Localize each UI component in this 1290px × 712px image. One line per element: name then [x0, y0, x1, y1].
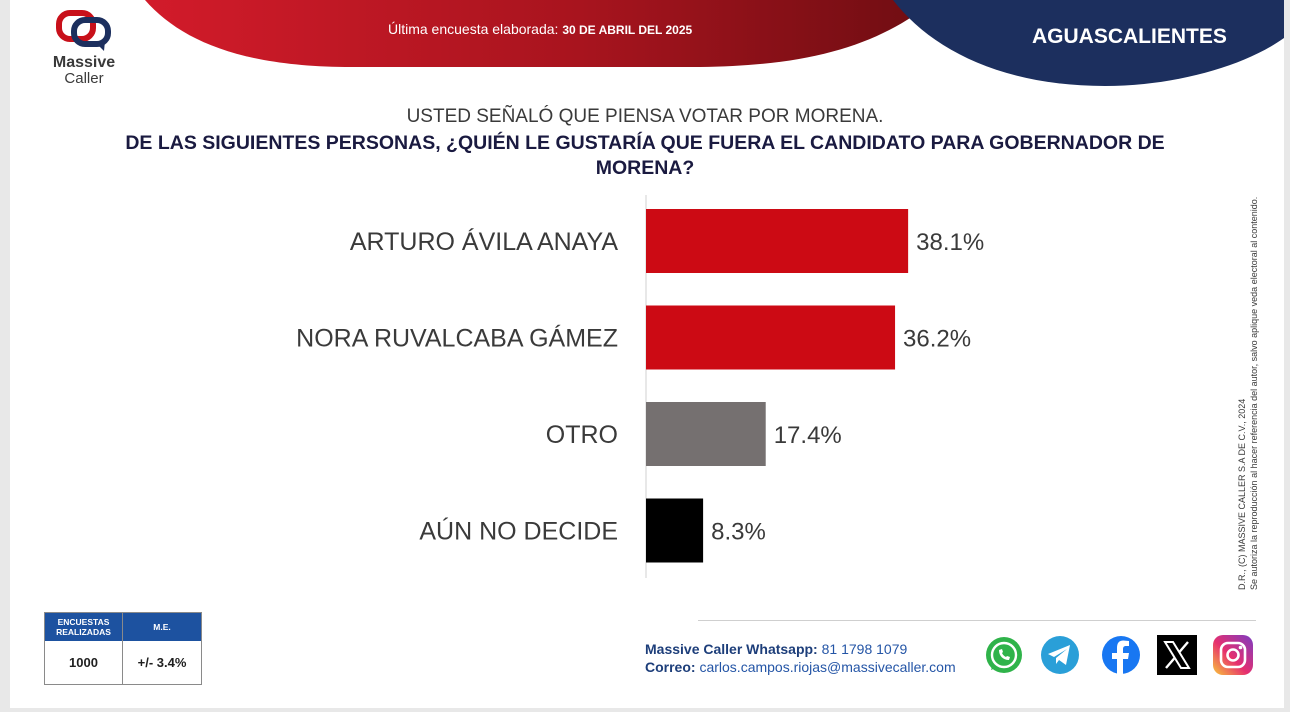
footer-divider: [698, 620, 1256, 621]
stats-value-row: 1000 +/- 3.4%: [45, 641, 201, 684]
surveys-header-line2: REALIZADAS: [56, 627, 111, 637]
right-border: [1284, 0, 1290, 712]
margin-value: +/- 3.4%: [137, 655, 187, 670]
chart-question: DE LAS SIGUIENTES PERSONAS, ¿QUIÉN LE GU…: [125, 132, 1165, 179]
bar-0: [646, 209, 909, 273]
red-banner: [145, 0, 935, 67]
chart-subtitle: USTED SEÑALÓ QUE PIENSA VOTAR POR MORENA…: [406, 106, 884, 127]
stats-header-row: ENCUESTAS REALIZADAS M.E.: [45, 613, 201, 641]
contact-info: Massive Caller Whatsapp: 81 1798 1079 Co…: [645, 640, 956, 676]
bar-3: [646, 498, 704, 563]
bottom-border: [0, 708, 1290, 712]
brand-name-line1: Massive: [52, 54, 116, 71]
survey-date-label: Última encuesta elaborada:: [388, 21, 559, 37]
left-border: [0, 0, 10, 712]
survey-date: Última encuesta elaborada: 30 DE ABRIL D…: [388, 21, 692, 37]
category-label-3: AÚN NO DECIDE: [419, 517, 618, 546]
logo-icon: [56, 10, 111, 51]
whatsapp-number[interactable]: 81 1798 1079: [821, 641, 908, 657]
instagram-icon[interactable]: [1212, 634, 1254, 676]
value-label-3: 8.3%: [711, 519, 766, 546]
surveys-header: ENCUESTAS REALIZADAS: [45, 613, 123, 641]
x-icon[interactable]: [1156, 634, 1198, 676]
value-label-1: 36.2%: [903, 326, 971, 353]
navy-banner: [893, 0, 1284, 86]
whatsapp-label: Massive Caller Whatsapp:: [645, 641, 818, 657]
bar-2: [646, 402, 766, 466]
survey-stats-table: ENCUESTAS REALIZADAS M.E. 1000 +/- 3.4%: [44, 612, 202, 685]
copyright-notice: D.R., (C) MASSIVE CALLER S.A DE C.V., 20…: [1236, 130, 1260, 590]
value-label-0: 38.1%: [916, 229, 984, 256]
surveys-header-line1: ENCUESTAS: [57, 617, 110, 627]
bar-1: [646, 305, 896, 370]
category-label-1: NORA RUVALCABA GÁMEZ: [296, 324, 618, 353]
telegram-icon[interactable]: [1039, 634, 1081, 676]
email-address[interactable]: carlos.campos.riojas@massivecaller.com: [699, 659, 956, 675]
copyright-line1: D.R., (C) MASSIVE CALLER S.A DE C.V., 20…: [1237, 398, 1247, 590]
surveys-value: 1000: [45, 641, 123, 684]
margin-header: M.E.: [153, 622, 171, 632]
facebook-icon[interactable]: [1100, 634, 1142, 676]
massive-caller-logo: Massive Caller: [44, 6, 124, 94]
category-label-2: OTRO: [546, 421, 618, 449]
state-name: AGUASCALIENTES: [1032, 25, 1227, 48]
email-contact: Correo: carlos.campos.riojas@massivecall…: [645, 658, 956, 676]
header-banner: [145, 0, 1284, 86]
value-label-2: 17.4%: [774, 422, 842, 449]
copyright-line2: Se autoriza la reproducción al hacer ref…: [1249, 196, 1259, 590]
whatsapp-contact: Massive Caller Whatsapp: 81 1798 1079: [645, 640, 956, 658]
brand-name-line2: Caller: [64, 70, 104, 87]
whatsapp-icon[interactable]: [983, 634, 1025, 676]
category-label-0: ARTURO ÁVILA ANAYA: [350, 227, 618, 256]
survey-date-value: 30 DE ABRIL DEL 2025: [562, 23, 693, 37]
email-label: Correo:: [645, 659, 696, 675]
